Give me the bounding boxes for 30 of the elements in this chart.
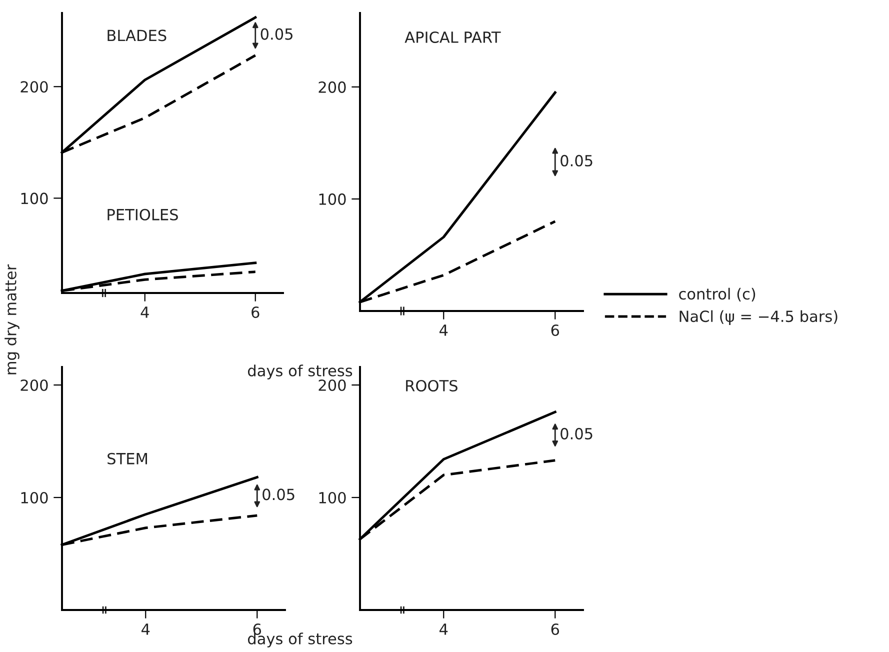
y-tick-label: 100 [21, 192, 48, 204]
x-tick-label: 4 [142, 624, 150, 635]
y-tick-label: 200 [318, 81, 346, 93]
y-tick-label: 100 [319, 193, 346, 205]
x-tick-label: 6 [551, 324, 560, 336]
y-tick-label: 100 [319, 492, 346, 504]
x-tick-label: 6 [252, 306, 260, 318]
annotation: 0.05 [262, 488, 294, 500]
x-tick-label: 6 [253, 623, 262, 636]
x-axis-title: days of stress [248, 632, 352, 648]
text: BLADES [108, 30, 166, 42]
legend-label: NaCl (ψ = −4.5 bars) [680, 310, 838, 326]
annotation: PETIOLES [108, 208, 178, 220]
x-axis-title: days of stress [248, 364, 352, 380]
x-tick-label: 4 [440, 324, 448, 336]
y-tick-label: 100 [21, 492, 48, 504]
text: ROOTS [406, 380, 458, 392]
x-tick-label: 4 [140, 306, 149, 318]
legend-label: control (c) [679, 288, 756, 302]
x-tick-label: 6 [551, 623, 560, 636]
annotation: 0.05 [560, 428, 592, 440]
y-tick-label: 200 [20, 379, 48, 392]
x-tick-label: 4 [440, 624, 448, 635]
y-axis-title: mg dry matter [4, 264, 20, 374]
y-tick-label: 200 [318, 379, 346, 392]
text: STEM [108, 452, 147, 464]
y-tick-label: 200 [20, 81, 48, 93]
annotation: 0.05 [260, 28, 292, 40]
text: APICAL PART [404, 31, 501, 44]
annotation: 0.05 [560, 154, 592, 166]
